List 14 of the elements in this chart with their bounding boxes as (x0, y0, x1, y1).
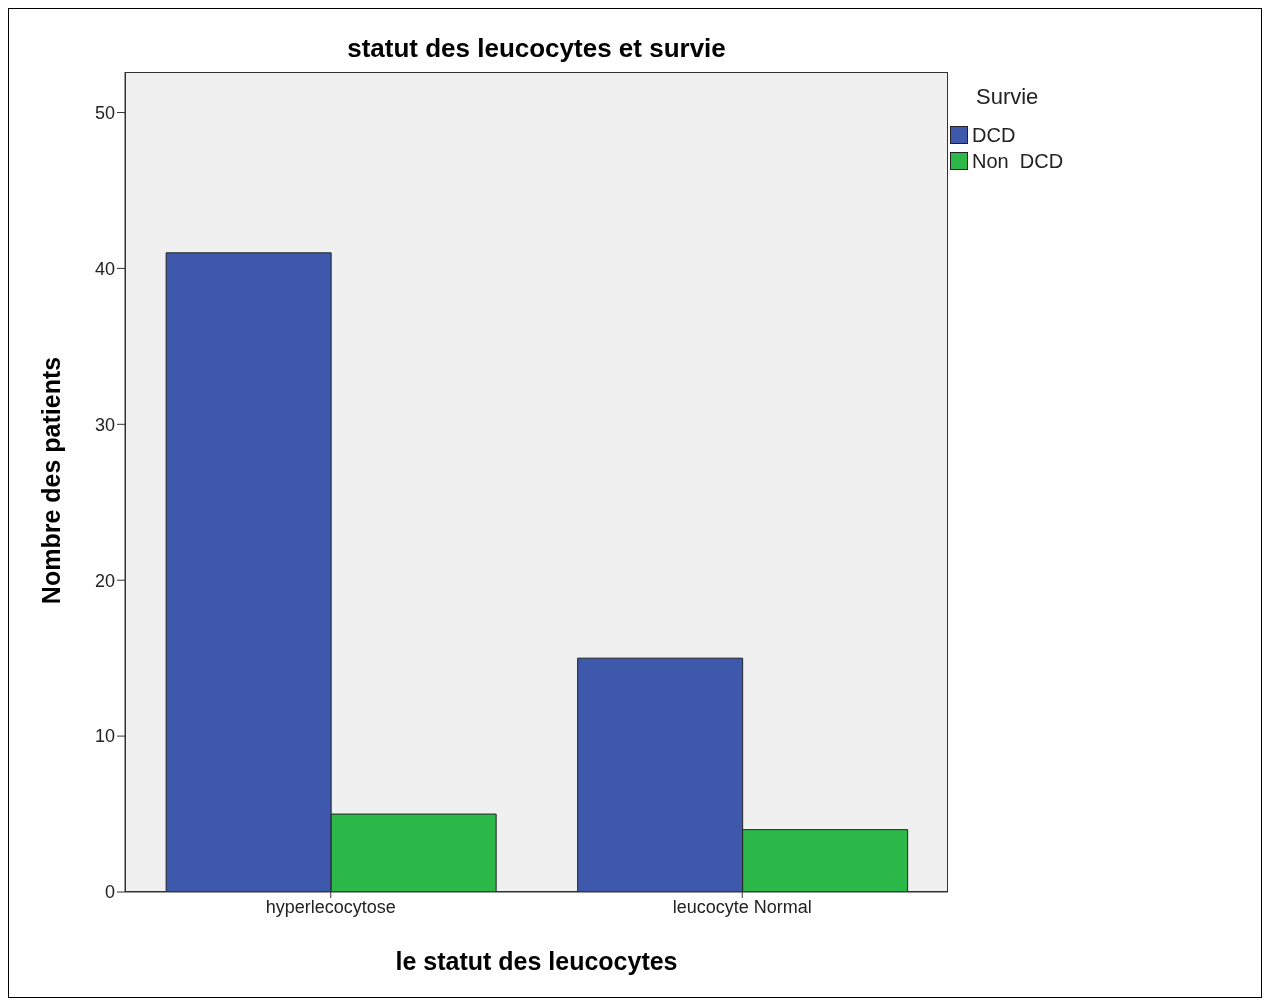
legend-label: DCD (972, 123, 1016, 147)
x-tick-label: hyperlecocytose (265, 896, 396, 917)
chart-title: statut des leucocytes et survie (346, 33, 727, 64)
y-tick-label: 40 (94, 258, 115, 279)
y-axis-title: Nombre des patients (36, 355, 66, 607)
legend-title: Survie (976, 84, 1040, 110)
y-tick-label: 30 (94, 414, 115, 435)
legend-label: Non DCD (972, 149, 1064, 173)
y-tick-label: 20 (94, 570, 115, 591)
x-tick-label: leucocyte Normal (672, 896, 812, 917)
x-axis-title: le statut des leucocytes (394, 947, 679, 976)
y-tick-label: 50 (94, 102, 115, 123)
y-tick-label: 0 (104, 882, 115, 903)
y-tick-label: 10 (94, 726, 115, 747)
